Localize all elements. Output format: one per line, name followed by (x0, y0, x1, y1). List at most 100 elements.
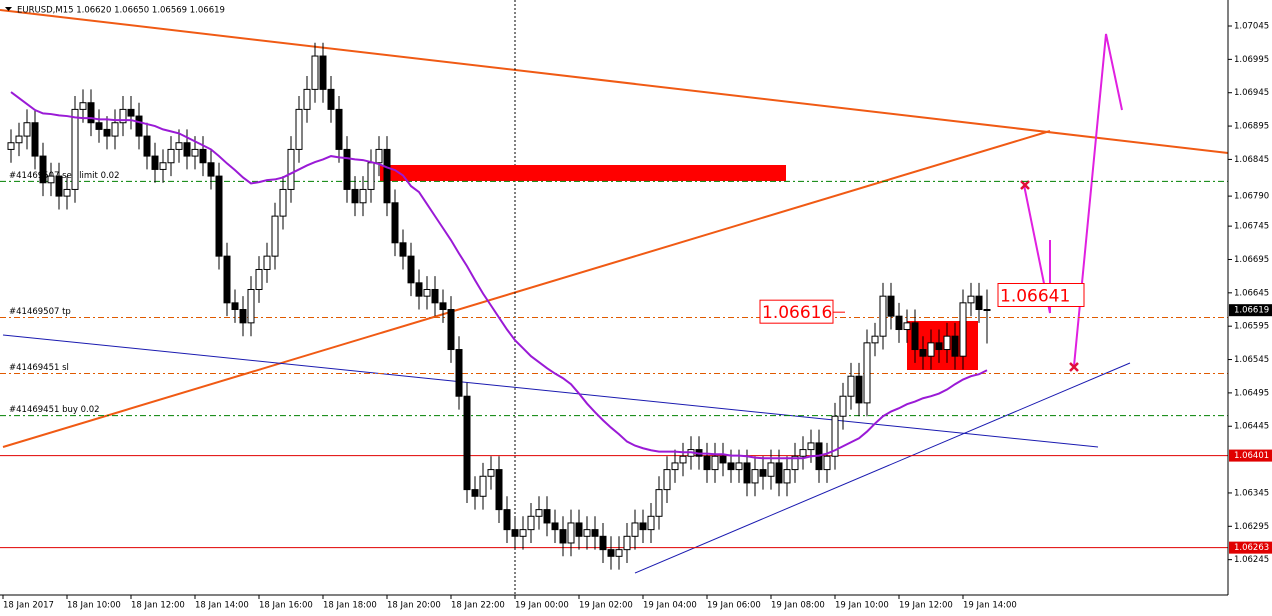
candle-body (679, 455, 687, 464)
candle-body (719, 455, 727, 464)
trendline (2, 130, 1051, 448)
candle-body (879, 295, 887, 337)
candle-body (863, 342, 871, 404)
candle-body (887, 295, 895, 317)
candle-body (447, 309, 455, 351)
candle-body (799, 449, 807, 457)
current-price-tag (1229, 304, 1272, 317)
y-tick-label: 1.06245 (1234, 555, 1269, 565)
candle-body (119, 108, 127, 124)
y-tick-label: 1.06745 (1234, 222, 1269, 232)
candle-body (783, 469, 791, 484)
plot-area: #41469507 sell limit 0.02 #41469507 tp #41… (0, 42, 1228, 570)
candle-body (247, 288, 255, 324)
candle-body (823, 455, 831, 471)
y-tick-label: 1.06695 (1234, 255, 1269, 265)
candle-body (39, 155, 47, 184)
candle-body (463, 395, 471, 491)
trendline (2, 334, 1099, 448)
order-label: #41469451 sl (9, 363, 69, 373)
candle-body (519, 529, 527, 537)
candle-body (407, 255, 415, 284)
candle-body (591, 529, 599, 537)
candle-body (943, 335, 951, 351)
candle-body (383, 148, 391, 204)
candle-body (103, 128, 111, 137)
callout: 1.06616 (762, 303, 832, 323)
zone (380, 165, 786, 181)
candle-body (951, 335, 959, 357)
candle-body (607, 549, 615, 557)
candle-body (671, 462, 679, 471)
x-tick-label: 18 Jan 10:00 (67, 601, 121, 611)
candle-body (111, 122, 119, 137)
candle-body (855, 375, 863, 404)
candle-body (263, 255, 271, 270)
candle-body (583, 529, 591, 537)
candle-body (727, 462, 735, 471)
candle-body (503, 509, 511, 531)
price-tag (1229, 449, 1272, 462)
x-tick-label: 19 Jan 00:00 (515, 601, 569, 611)
candle-body (767, 462, 775, 477)
candle-body (647, 515, 655, 531)
candle-body (327, 88, 335, 110)
y-tick-label: 1.06995 (1234, 55, 1269, 65)
candle-body (479, 475, 487, 497)
candle-body (895, 315, 903, 331)
candle-body (511, 529, 519, 537)
candle-body (127, 108, 135, 117)
candle-body (207, 162, 215, 177)
order-label: #41469507 sell limit 0.02 (9, 171, 120, 181)
x-tick-label: 18 Jan 18:00 (323, 601, 377, 611)
candle-body (751, 469, 759, 484)
candle-body (23, 122, 31, 137)
candle-body (335, 108, 343, 150)
candle-body (927, 342, 935, 357)
y-tick-label: 1.06595 (1234, 322, 1269, 332)
candle-body (231, 302, 239, 311)
candle-body (703, 455, 711, 471)
candle-body (271, 215, 279, 257)
candle-body (839, 395, 847, 417)
candle-body (375, 148, 383, 164)
y-tick-label: 1.06545 (1234, 355, 1269, 365)
candle-body (743, 462, 751, 484)
candle-body (615, 549, 623, 557)
candle-body (199, 148, 207, 164)
candle-body (967, 295, 975, 304)
y-tick-label: 1.06345 (1234, 488, 1269, 498)
candle-body (391, 202, 399, 244)
candle-body (95, 122, 103, 130)
candle-body (575, 522, 583, 537)
candle-body (791, 455, 799, 471)
x-tick-label: 18 Jan 16:00 (259, 601, 313, 611)
candle-body (983, 309, 991, 312)
y-tick-label: 1.06945 (1234, 88, 1269, 98)
candle-body (487, 469, 495, 477)
price-tag-label: 1.06401 (1234, 451, 1269, 461)
candle-body (31, 122, 39, 157)
candle-body (911, 322, 919, 351)
x-tick-label: 19 Jan 08:00 (771, 601, 825, 611)
y-tick-label: 1.06295 (1234, 522, 1269, 532)
current-price-label: 1.06619 (1234, 306, 1269, 316)
y-tick-label: 1.06645 (1234, 288, 1269, 298)
projection (1073, 33, 1123, 367)
candle-body (919, 349, 927, 357)
price-tag-label: 1.06263 (1234, 543, 1269, 553)
cross-mark (1020, 180, 1079, 372)
trendline (634, 362, 1131, 574)
candle-body (223, 255, 231, 304)
candle-body (303, 88, 311, 110)
x-tick-label: 19 Jan 02:00 (579, 601, 633, 611)
order-label: #41469507 tp (9, 307, 71, 317)
callout-box (997, 282, 1085, 307)
x-tick-label: 19 Jan 10:00 (835, 601, 889, 611)
candle-body (775, 462, 783, 484)
candle-body (215, 175, 223, 257)
candle-body (255, 268, 263, 290)
x-tick-label: 19 Jan 14:00 (963, 601, 1017, 611)
